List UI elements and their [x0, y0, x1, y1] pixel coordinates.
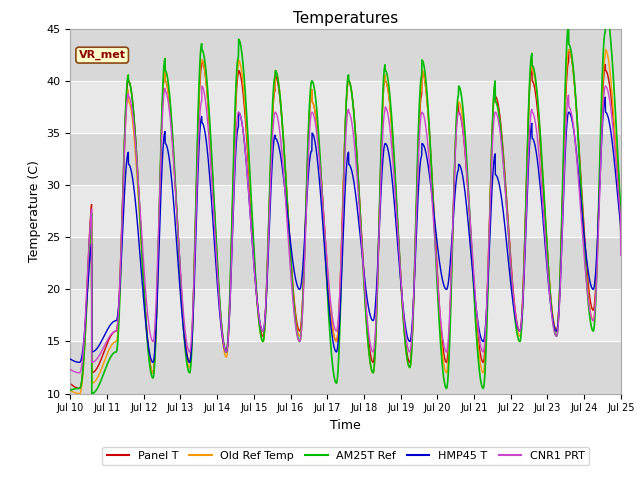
Panel T: [565, 47, 573, 52]
AM25T Ref: [220, 343, 228, 349]
AM25T Ref: [506, 250, 513, 255]
HMP45 T: [362, 285, 369, 290]
AM25T Ref: [67, 387, 74, 393]
CNR1 PRT: [67, 367, 74, 372]
CNR1 PRT: [506, 247, 513, 253]
Panel T: [569, 63, 577, 69]
AM25T Ref: [362, 308, 369, 313]
Panel T: [374, 274, 381, 279]
Bar: [70, 133, 621, 185]
Text: VR_met: VR_met: [79, 50, 125, 60]
Bar: [70, 289, 621, 341]
AM25T Ref: [568, 57, 576, 63]
CNR1 PRT: [362, 298, 369, 304]
HMP45 T: [617, 232, 625, 238]
CNR1 PRT: [584, 291, 591, 297]
Old Ref Temp: [374, 281, 381, 287]
Bar: [70, 237, 621, 289]
HMP45 T: [602, 95, 609, 100]
HMP45 T: [67, 356, 74, 362]
HMP45 T: [506, 270, 513, 276]
Old Ref Temp: [76, 391, 83, 396]
AM25T Ref: [374, 278, 381, 284]
Line: AM25T Ref: AM25T Ref: [70, 8, 621, 394]
Line: Old Ref Temp: Old Ref Temp: [70, 49, 621, 394]
AM25T Ref: [88, 391, 95, 396]
Panel T: [76, 385, 83, 391]
Panel T: [584, 278, 592, 284]
Old Ref Temp: [617, 235, 625, 240]
Line: CNR1 PRT: CNR1 PRT: [70, 86, 621, 373]
Old Ref Temp: [362, 308, 369, 313]
Old Ref Temp: [565, 47, 573, 52]
Panel T: [362, 300, 369, 305]
Line: Panel T: Panel T: [70, 49, 621, 388]
Line: HMP45 T: HMP45 T: [70, 97, 621, 362]
Title: Temperatures: Temperatures: [293, 11, 398, 26]
CNR1 PRT: [617, 252, 625, 258]
CNR1 PRT: [602, 83, 609, 89]
Old Ref Temp: [67, 387, 74, 393]
CNR1 PRT: [374, 276, 381, 282]
CNR1 PRT: [568, 116, 576, 121]
Legend: Panel T, Old Ref Temp, AM25T Ref, HMP45 T, CNR1 PRT: Panel T, Old Ref Temp, AM25T Ref, HMP45 …: [102, 446, 589, 466]
AM25T Ref: [617, 240, 625, 246]
AM25T Ref: [584, 293, 591, 299]
HMP45 T: [374, 264, 381, 270]
Panel T: [506, 241, 513, 247]
HMP45 T: [220, 345, 228, 350]
HMP45 T: [584, 264, 591, 270]
Panel T: [67, 381, 74, 386]
Old Ref Temp: [584, 287, 592, 293]
Y-axis label: Temperature (C): Temperature (C): [28, 160, 41, 262]
Bar: [70, 81, 621, 133]
AM25T Ref: [602, 5, 609, 11]
HMP45 T: [76, 360, 83, 365]
Bar: [70, 29, 621, 81]
Panel T: [617, 228, 625, 233]
CNR1 PRT: [220, 344, 228, 349]
Panel T: [220, 343, 228, 349]
X-axis label: Time: Time: [330, 419, 361, 432]
HMP45 T: [568, 119, 576, 125]
CNR1 PRT: [76, 370, 83, 376]
Old Ref Temp: [569, 63, 577, 69]
Bar: [70, 185, 621, 237]
Bar: [70, 341, 621, 394]
Old Ref Temp: [220, 348, 228, 354]
Old Ref Temp: [506, 246, 513, 252]
